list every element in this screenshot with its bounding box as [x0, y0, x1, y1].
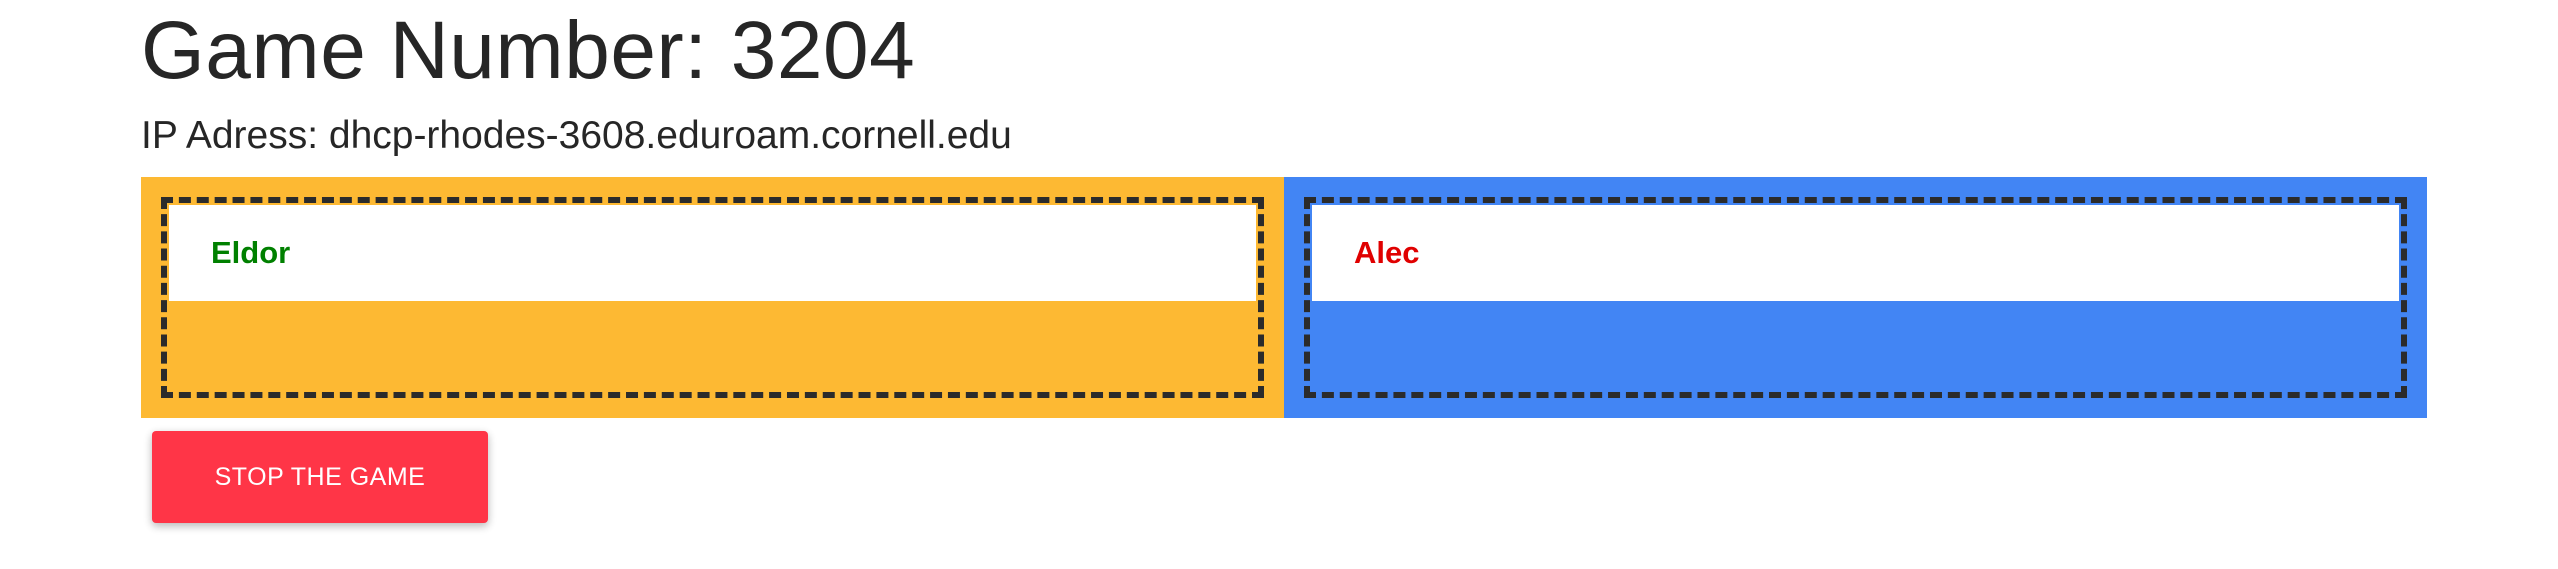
ip-address-text: IP Adress: dhcp-rhodes-3608.eduroam.corn…: [141, 114, 1012, 157]
player-name: Eldor: [211, 235, 291, 270]
teams-board: Eldor Alec: [141, 177, 2427, 418]
stop-game-button[interactable]: STOP THE GAME: [152, 431, 488, 523]
team-blue-dropzone[interactable]: Alec: [1304, 197, 2407, 398]
player-card-eldor[interactable]: Eldor: [169, 205, 1256, 301]
player-card-alec[interactable]: Alec: [1312, 205, 2399, 301]
team-blue-panel: Alec: [1284, 177, 2427, 418]
team-yellow-panel: Eldor: [141, 177, 1284, 418]
game-number-title: Game Number: 3204: [141, 5, 916, 96]
team-yellow-dropzone[interactable]: Eldor: [161, 197, 1264, 398]
player-name: Alec: [1354, 235, 1420, 270]
